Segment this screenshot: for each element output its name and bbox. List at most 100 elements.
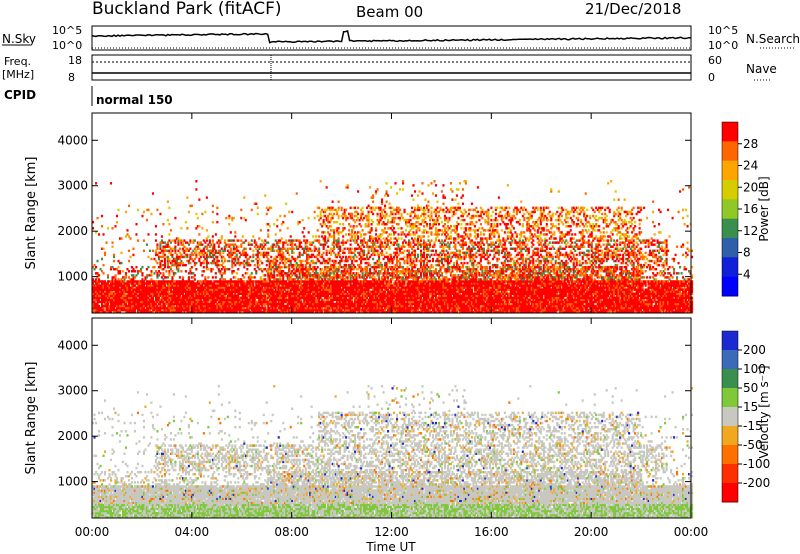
heatmap-cell bbox=[339, 223, 341, 225]
heatmap-cell bbox=[150, 270, 152, 272]
heatmap-cell bbox=[252, 260, 254, 262]
heatmap-cell bbox=[240, 217, 242, 219]
heatmap-cell bbox=[375, 227, 377, 229]
heatmap-cell bbox=[362, 207, 364, 209]
heatmap-cell bbox=[107, 227, 109, 229]
heatmap-cell bbox=[212, 221, 214, 223]
heatmap-cell bbox=[195, 180, 197, 182]
heatmap-cell bbox=[161, 260, 163, 262]
heatmap-cell bbox=[350, 225, 352, 227]
heatmap-cell bbox=[249, 256, 251, 258]
heatmap-cell bbox=[137, 209, 139, 211]
heatmap-cell bbox=[128, 250, 130, 252]
cpid-value: normal 150 bbox=[96, 93, 173, 107]
heatmap-cell bbox=[194, 278, 196, 280]
heatmap-cell bbox=[152, 192, 154, 194]
heatmap-cell bbox=[270, 207, 272, 209]
heatmap-cell bbox=[291, 211, 293, 213]
heatmap-cell bbox=[101, 258, 103, 260]
heatmap-cell bbox=[296, 192, 298, 194]
heatmap-cell bbox=[338, 207, 340, 209]
heatmap-cell bbox=[251, 209, 253, 211]
heatmap-cell bbox=[147, 209, 149, 211]
heatmap-cell bbox=[293, 248, 295, 250]
heatmap-cell bbox=[213, 243, 215, 245]
heatmap-cell bbox=[233, 270, 235, 272]
heatmap-cell bbox=[228, 223, 230, 225]
heatmap-cell bbox=[233, 217, 235, 219]
heatmap-cell bbox=[206, 229, 208, 231]
heatmap-cell bbox=[315, 235, 317, 237]
heatmap-cell bbox=[168, 207, 170, 209]
heatmap-cell bbox=[218, 260, 220, 262]
heatmap-cell bbox=[116, 215, 118, 217]
heatmap-cell bbox=[212, 235, 214, 237]
heatmap-cell bbox=[264, 194, 266, 196]
heatmap-cell bbox=[171, 254, 173, 256]
heatmap-cell bbox=[194, 274, 196, 276]
heatmap-cell bbox=[303, 235, 305, 237]
heatmap-cell bbox=[377, 188, 379, 190]
heatmap-cell bbox=[201, 243, 203, 245]
heatmap-cell bbox=[372, 194, 374, 196]
heatmap-cell bbox=[285, 203, 287, 205]
heatmap-cell bbox=[117, 209, 119, 211]
heatmap-cell bbox=[324, 231, 326, 233]
heatmap-cell bbox=[330, 225, 332, 227]
heatmap-cell bbox=[188, 276, 190, 278]
heatmap-cell bbox=[290, 235, 292, 237]
heatmap-cell bbox=[95, 182, 97, 184]
heatmap-cell bbox=[212, 205, 214, 207]
heatmap-cell bbox=[189, 262, 191, 264]
heatmap-cell bbox=[318, 239, 320, 241]
heatmap-cell bbox=[311, 250, 313, 252]
heatmap-cell bbox=[129, 237, 131, 239]
heatmap-cell bbox=[102, 264, 104, 266]
heatmap-cell bbox=[264, 274, 266, 276]
heatmap-cell bbox=[195, 188, 197, 190]
heatmap-cell bbox=[237, 246, 239, 248]
heatmap-cell bbox=[159, 213, 161, 215]
heatmap-cell bbox=[324, 235, 326, 237]
heatmap-cell bbox=[179, 248, 181, 250]
heatmap-cell bbox=[111, 241, 113, 243]
heatmap-cell bbox=[161, 235, 163, 237]
heatmap-cell bbox=[381, 198, 383, 200]
heatmap-cell bbox=[143, 239, 145, 241]
heatmap-cell bbox=[216, 213, 218, 215]
heatmap-cell bbox=[249, 248, 251, 250]
heatmap-cell bbox=[257, 207, 259, 209]
heatmap-cell bbox=[102, 272, 104, 274]
heatmap-cell bbox=[132, 248, 134, 250]
heatmap-cell bbox=[201, 274, 203, 276]
heatmap-cell bbox=[276, 219, 278, 221]
heatmap-cell bbox=[149, 250, 151, 252]
heatmap-cell bbox=[344, 248, 346, 250]
heatmap-cell bbox=[266, 264, 268, 266]
heatmap-cell bbox=[380, 207, 382, 209]
heatmap-cell bbox=[342, 235, 344, 237]
heatmap-cell bbox=[111, 246, 113, 248]
heatmap-cell bbox=[293, 252, 295, 254]
heatmap-cell bbox=[251, 239, 253, 241]
heatmap-cell bbox=[252, 235, 254, 237]
heatmap-cell bbox=[299, 221, 301, 223]
heatmap-cell bbox=[254, 264, 256, 266]
freq-label-2: [MHz] bbox=[2, 68, 34, 81]
heatmap-cell bbox=[243, 196, 245, 198]
heatmap-cell bbox=[302, 231, 304, 233]
freq-panel: Freq. [MHz] 18 8 60 0 Nave bbox=[2, 54, 777, 84]
heatmap-cell bbox=[156, 262, 158, 264]
heatmap-cell bbox=[174, 217, 176, 219]
heatmap-cell bbox=[314, 217, 316, 219]
heatmap-cell bbox=[377, 250, 379, 252]
heatmap-cell bbox=[186, 254, 188, 256]
heatmap-cell bbox=[135, 233, 137, 235]
heatmap-cell bbox=[354, 207, 356, 209]
heatmap-cell bbox=[101, 215, 103, 217]
heatmap-cell bbox=[98, 274, 100, 276]
heatmap-cell bbox=[306, 239, 308, 241]
heatmap-cell bbox=[372, 213, 374, 215]
heatmap-cell bbox=[317, 266, 319, 268]
heatmap-cell bbox=[342, 223, 344, 225]
